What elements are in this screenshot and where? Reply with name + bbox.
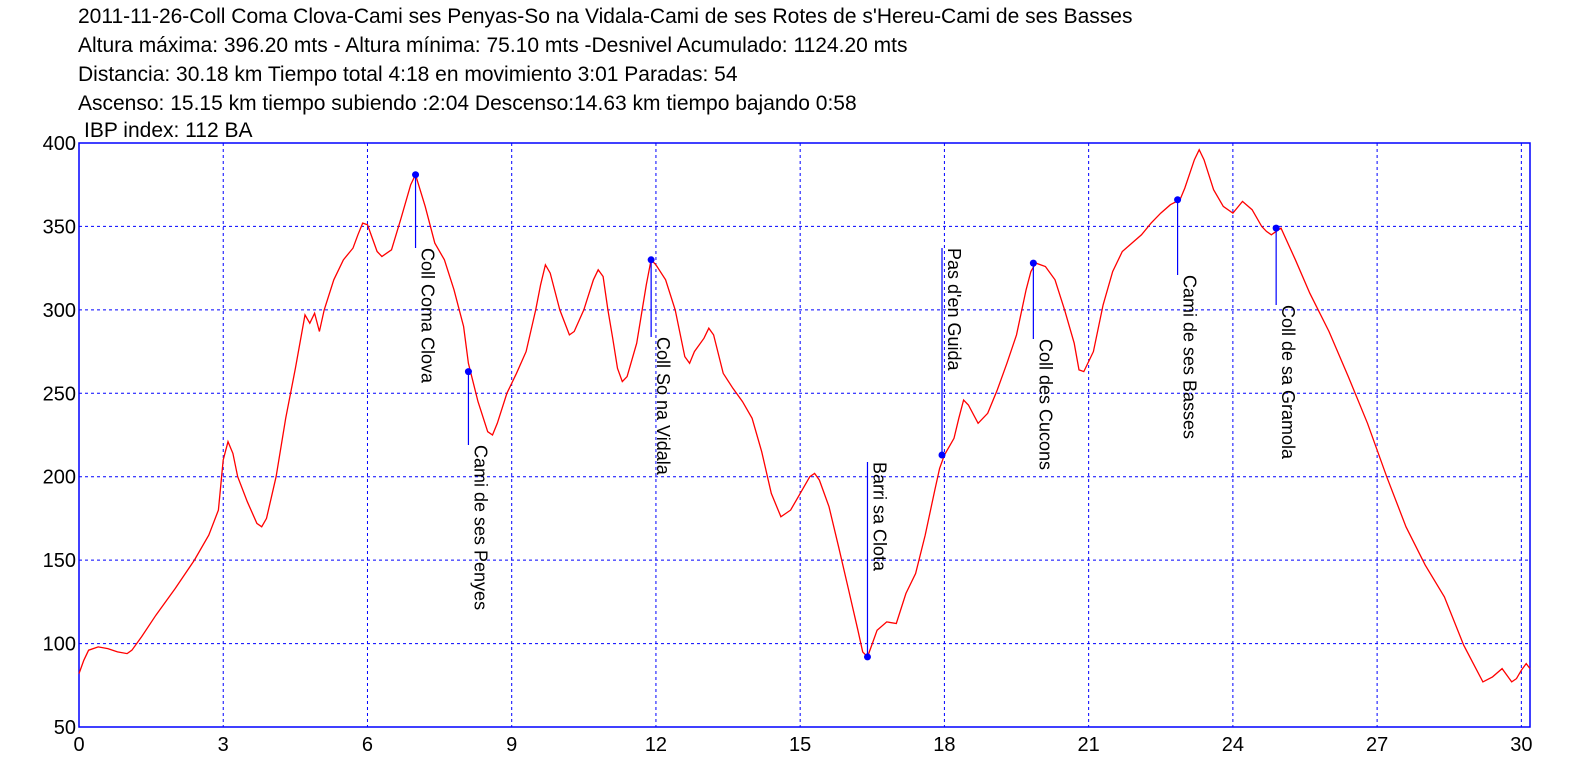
waypoint-label: Coll des Cucons <box>1035 339 1055 470</box>
waypoint-label: Coll Coma Clova <box>418 248 438 384</box>
waypoint-marker <box>464 368 472 376</box>
x-tick-label: 15 <box>789 734 811 756</box>
waypoint-marker <box>1272 224 1280 232</box>
waypoint-label: Barri sa Clota <box>869 462 889 572</box>
x-tick-label: 18 <box>933 734 955 756</box>
ascent-descent-summary: Ascenso: 15.15 km tiempo subiendo :2:04 … <box>78 92 857 115</box>
series-layer <box>78 148 1531 683</box>
y-tick-label: 200 <box>43 467 76 489</box>
waypoint-marker <box>863 653 871 661</box>
y-tick-label: 350 <box>43 216 76 238</box>
x-tick-label: 30 <box>1510 734 1532 756</box>
waypoint-marker <box>938 451 946 459</box>
x-tick-label: 6 <box>362 734 373 756</box>
y-tick-label: 300 <box>43 300 76 322</box>
x-tick-label: 24 <box>1222 734 1244 756</box>
y-tick-label: 50 <box>54 717 76 739</box>
y-tick-label: 150 <box>43 550 76 572</box>
y-tick-label: 100 <box>43 634 76 656</box>
waypoint-label: Coll So na Vidala <box>653 337 673 476</box>
y-tick-label: 250 <box>43 383 76 405</box>
waypoint-label: Cami de ses Basses <box>1180 275 1200 439</box>
axis-layer: 50 100 150 200 250 300 350 400 0 3 6 9 12 15 18 21 24 27 3… <box>43 133 1533 756</box>
x-tick-label: 21 <box>1078 734 1100 756</box>
y-tick-label: 400 <box>43 133 76 155</box>
waypoint-marker <box>1174 196 1182 204</box>
chart-title: 2011-11-26-Coll Coma Clova-Cami ses Peny… <box>78 5 1133 28</box>
x-tick-label: 12 <box>645 734 667 756</box>
waypoint-label: Cami de ses Penyes <box>470 445 490 610</box>
waypoint-marker <box>1029 259 1037 267</box>
waypoint-marker <box>412 171 420 179</box>
waypoint-layer: Coll Coma Clova Cami de ses Penyes Coll So… <box>412 171 1298 661</box>
waypoint-marker <box>647 256 655 264</box>
x-tick-label: 27 <box>1366 734 1388 756</box>
x-tick-label: 3 <box>218 734 229 756</box>
distance-time-summary: Distancia: 30.18 km Tiempo total 4:18 en… <box>78 63 738 86</box>
plot-frame <box>78 142 1531 728</box>
altitude-summary: Altura máxima: 396.20 mts - Altura mínim… <box>78 34 908 57</box>
ibp-index: IBP index: 112 BA <box>84 119 253 142</box>
grid-layer <box>79 143 1530 727</box>
x-tick-label: 9 <box>506 734 517 756</box>
waypoint-label: Pas d'en Guida <box>944 248 964 372</box>
waypoint-label: Coll de sa Gramola <box>1278 305 1298 460</box>
x-tick-label: 0 <box>73 734 84 756</box>
chart-header: 2011-11-26-Coll Coma Clova-Cami ses Peny… <box>78 2 1132 118</box>
elevation-profile-line <box>78 148 1531 683</box>
